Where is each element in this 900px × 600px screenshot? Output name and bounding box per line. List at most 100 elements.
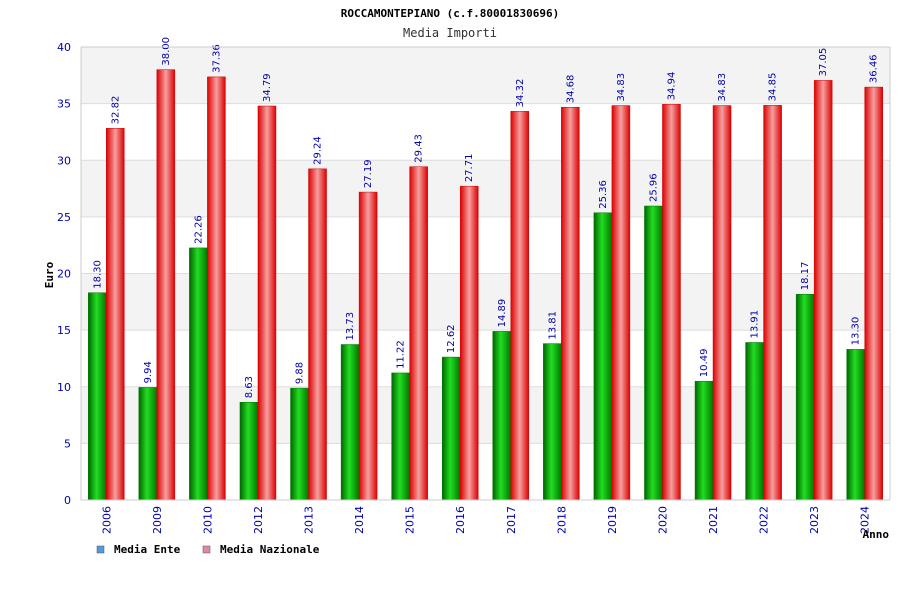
x-tick-label: 2018: [555, 506, 568, 534]
bar-media-ente: [694, 380, 714, 501]
bar-media-nazionale: [257, 105, 277, 501]
y-tick-labels: 0 5 10 15 20 25 30 35 40: [57, 41, 71, 507]
bar-media-nazionale: [712, 105, 732, 501]
x-tick-label: 2016: [454, 506, 467, 534]
value-label: 22.26: [193, 215, 204, 244]
value-label: 34.85: [768, 73, 779, 102]
value-label: 34.32: [515, 79, 526, 108]
y-tick-label: 20: [57, 268, 71, 281]
legend-label-media-nazionale: Media Nazionale: [220, 543, 320, 556]
value-label: 37.36: [211, 44, 222, 73]
value-label: 27.71: [464, 154, 475, 183]
bar-media-ente: [88, 292, 107, 501]
x-tick-label: 2014: [353, 506, 366, 534]
legend-swatch-media-ente: [96, 545, 105, 554]
value-label: 10.49: [699, 349, 710, 378]
value-label: 13.30: [851, 317, 862, 346]
x-tick-labels: 2006 2009 2010 2012 2013 2014 2015 2016 2017 2018…: [100, 506, 871, 534]
bar-media-nazionale: [409, 166, 428, 501]
y-tick-label: 15: [57, 324, 71, 337]
axes: [80, 46, 891, 501]
y-tick-label: 35: [57, 98, 71, 111]
value-label: 37.05: [818, 48, 829, 77]
value-label: 32.82: [110, 96, 121, 125]
x-tick-label: 2020: [656, 506, 669, 534]
bar-media-ente: [593, 212, 613, 501]
bar-media-ente: [644, 205, 663, 501]
value-label: 13.81: [547, 311, 558, 340]
bars-group: [88, 69, 883, 501]
x-axis-label: Anno: [863, 528, 890, 541]
y-tick-label: 40: [57, 41, 71, 54]
value-label: 27.19: [363, 159, 374, 188]
value-label: 18.30: [92, 260, 103, 289]
y-tick-label: 10: [57, 381, 71, 394]
y-tick-label: 0: [64, 494, 71, 507]
value-label: 29.24: [313, 136, 324, 165]
x-tick-label: 2012: [252, 506, 265, 534]
x-tick-label: 2017: [505, 506, 518, 534]
value-label: 25.96: [648, 173, 659, 202]
bar-media-nazionale: [763, 105, 782, 501]
value-label: 11.22: [396, 340, 407, 369]
legend: Media Ente Media Nazionale: [96, 543, 320, 556]
bar-media-ente: [492, 331, 512, 501]
bar-media-ente: [745, 342, 764, 501]
bar-media-ente: [846, 349, 865, 501]
legend-label-media-ente: Media Ente: [114, 543, 181, 556]
bar-media-nazionale: [106, 128, 125, 501]
x-tick-label: 2013: [303, 506, 316, 534]
bar-media-ente: [239, 402, 259, 501]
value-label: 36.46: [869, 54, 880, 83]
value-label: 13.91: [750, 310, 761, 339]
bar-media-nazionale: [561, 106, 580, 501]
value-label: 38.00: [161, 37, 172, 66]
value-label: 13.73: [345, 312, 356, 341]
legend-swatch-media-nazionale: [202, 545, 211, 554]
y-tick-label: 25: [57, 211, 71, 224]
chart-title: ROCCAMONTEPIANO (c.f.80001830696): [341, 7, 560, 20]
value-label: 18.17: [800, 262, 811, 291]
bar-media-nazionale: [813, 80, 833, 501]
y-tick-label: 30: [57, 154, 71, 167]
x-tick-label: 2023: [808, 506, 821, 534]
value-label: 25.36: [598, 180, 609, 209]
y-tick-label: 5: [64, 437, 71, 450]
value-label: 8.63: [244, 376, 255, 398]
value-labels: 18.30 32.82 9.94 38.00 22.26 37.36 8.63 34.79 9.…: [92, 37, 879, 398]
bar-media-ente: [543, 343, 562, 501]
value-label: 14.89: [497, 299, 508, 328]
bar-media-nazionale: [864, 86, 883, 501]
bar-media-nazionale: [308, 168, 327, 501]
x-tick-label: 2024: [859, 506, 872, 534]
x-tick-label: 2006: [100, 506, 113, 534]
value-label: 34.83: [717, 73, 728, 102]
x-tick-label: 2021: [707, 506, 720, 534]
value-label: 29.43: [414, 134, 425, 163]
value-label: 34.79: [262, 73, 273, 102]
chart-subtitle: Media Importi: [403, 26, 497, 40]
value-label: 12.62: [446, 324, 457, 353]
bar-media-nazionale: [156, 69, 176, 501]
bar-media-ente: [290, 387, 309, 501]
y-axis-label: Euro: [43, 261, 56, 288]
value-label: 9.88: [295, 362, 306, 384]
bar-media-ente: [441, 356, 461, 501]
bar-media-nazionale: [510, 111, 530, 501]
bar-media-nazionale: [207, 76, 226, 501]
value-label: 34.68: [565, 75, 576, 104]
bar-media-ente: [189, 247, 208, 501]
bar-media-ente: [795, 293, 815, 501]
bar-media-nazionale: [358, 191, 378, 501]
x-tick-label: 2009: [151, 506, 164, 534]
bar-media-ente: [138, 387, 158, 501]
bar-media-ente: [340, 344, 360, 501]
value-label: 34.94: [666, 72, 677, 101]
x-tick-label: 2015: [404, 506, 417, 534]
bar-media-nazionale: [662, 104, 681, 501]
bar-media-nazionale: [459, 185, 479, 501]
value-label: 9.94: [143, 361, 154, 383]
x-tick-label: 2022: [758, 506, 771, 534]
x-tick-label: 2019: [606, 506, 619, 534]
